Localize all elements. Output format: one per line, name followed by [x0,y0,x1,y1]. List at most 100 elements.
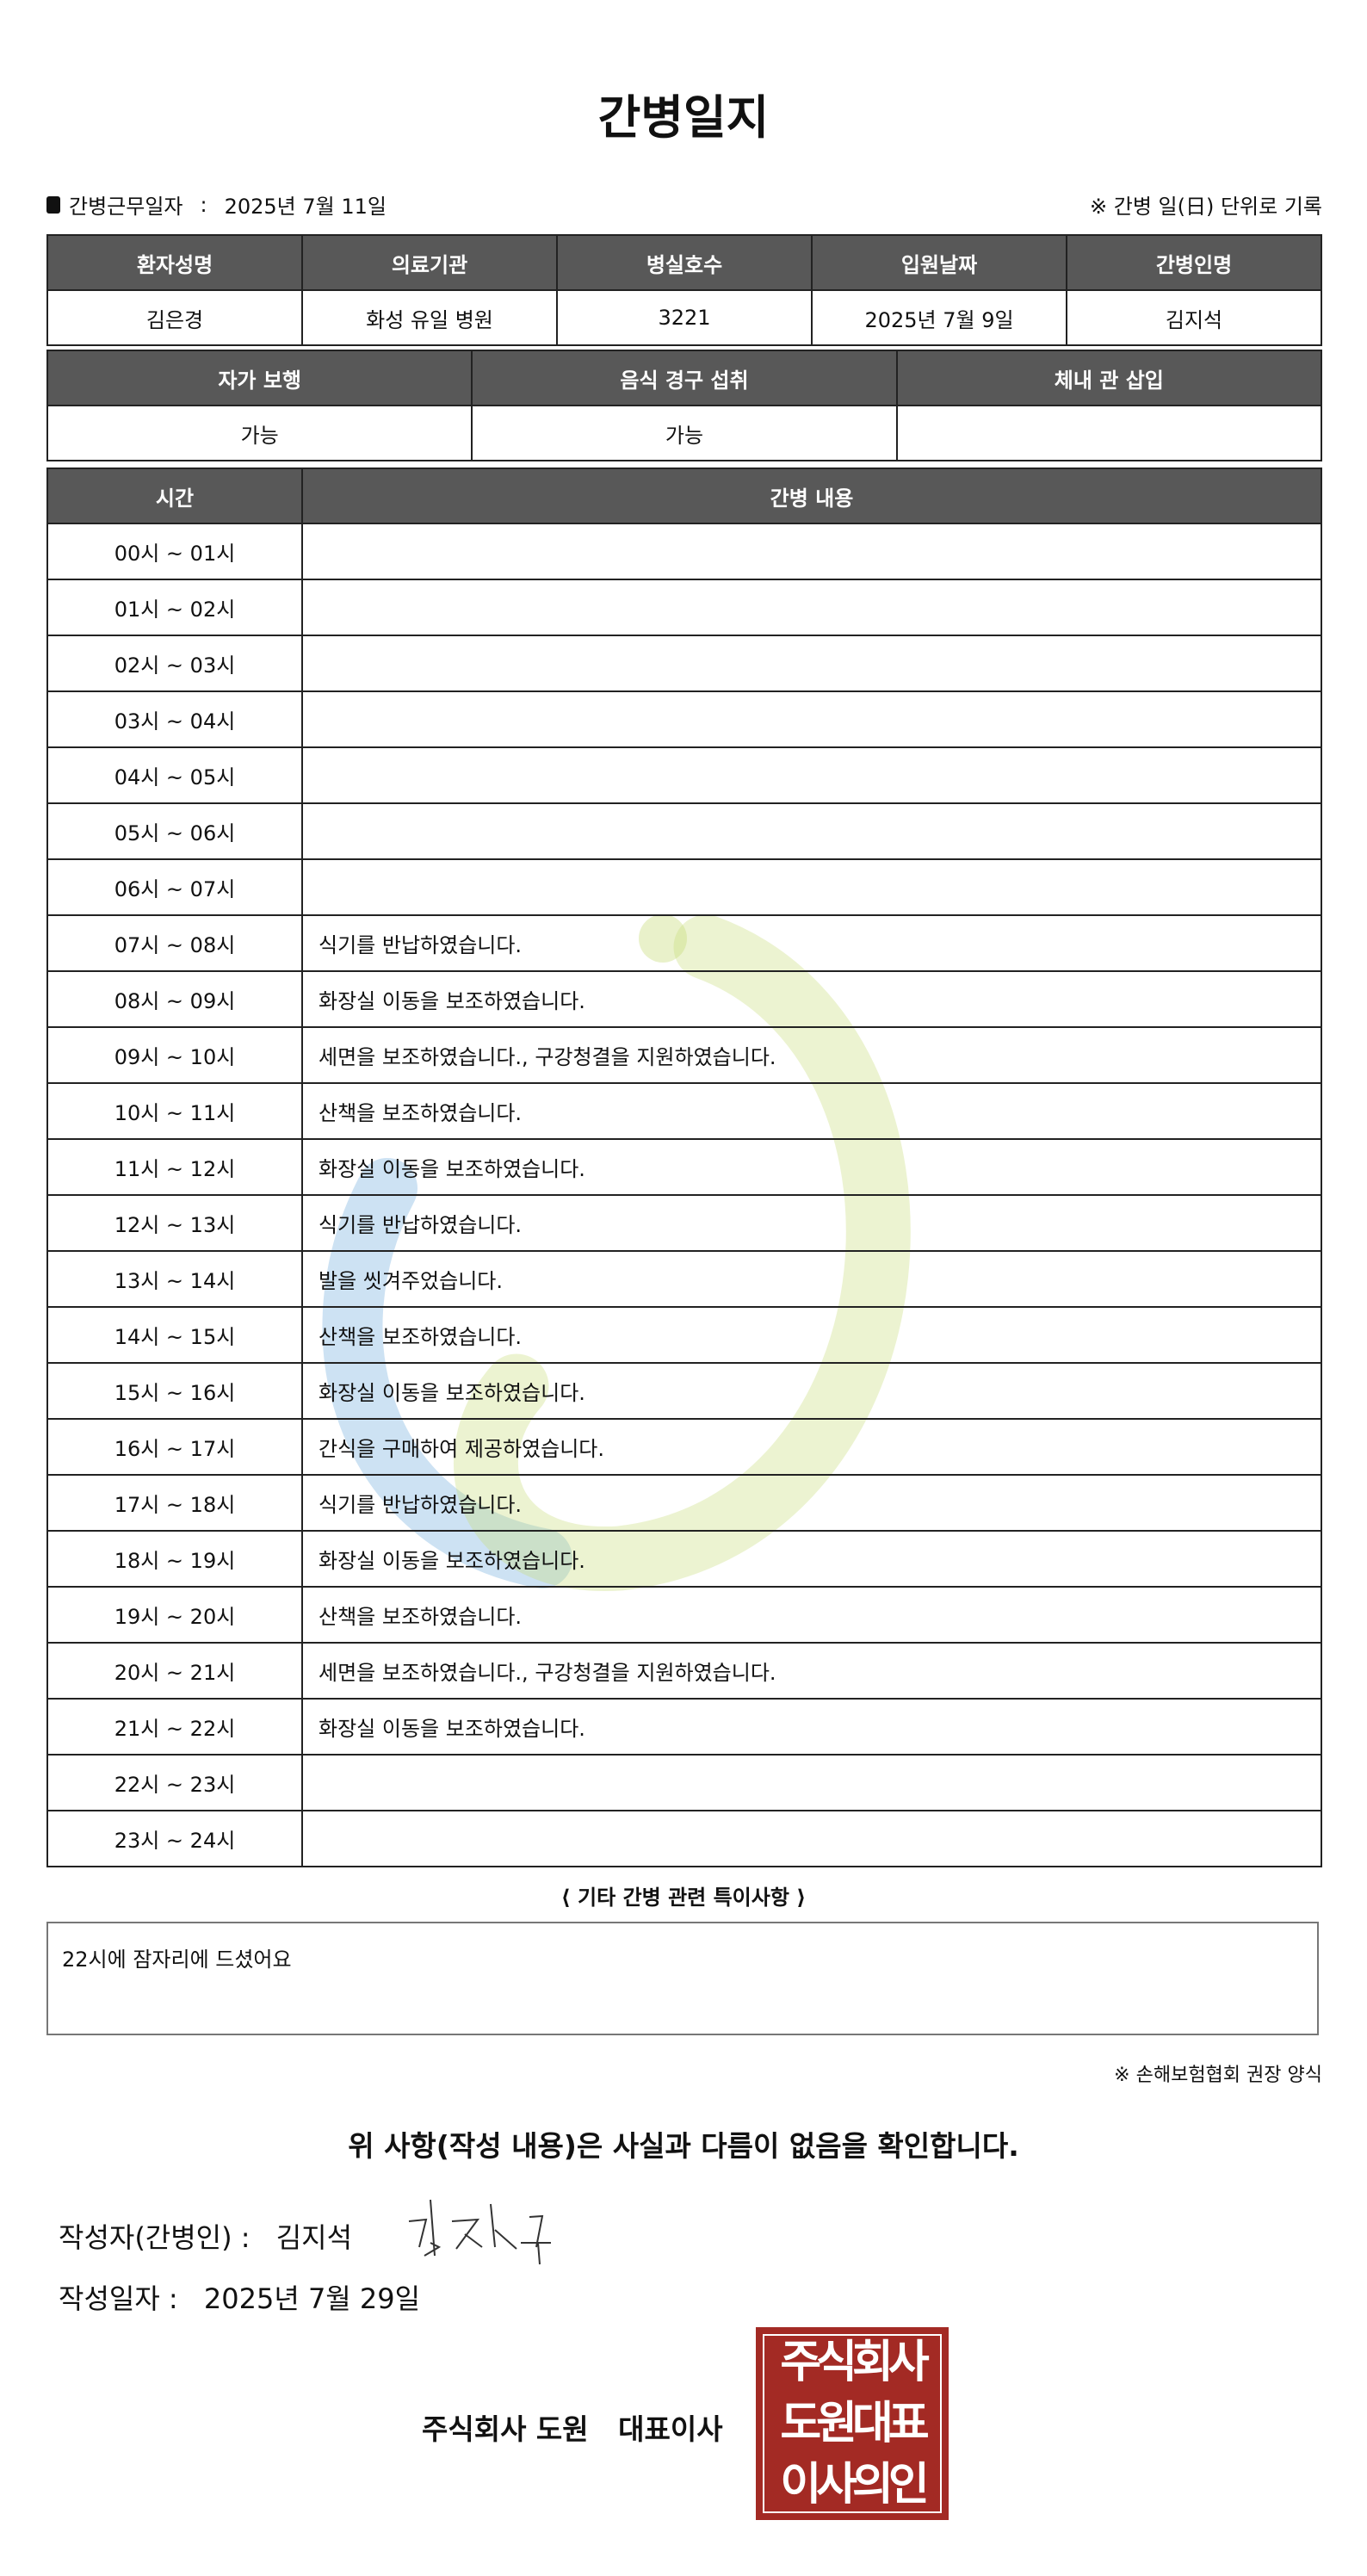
table-row: 17시 ~ 18시 식기를 반납하였습니다. [46,1474,1322,1532]
table-row: 19시 ~ 20시 산책을 보조하였습니다. [46,1586,1322,1644]
time-cell: 10시 ~ 11시 [46,1082,303,1140]
table-row: 09시 ~ 10시 세면을 보조하였습니다., 구강청결을 지원하였습니다. [46,1026,1322,1084]
time-cell: 12시 ~ 13시 [46,1194,303,1252]
status-table: 자가 보행 음식 경구 섭취 체내 관 삽입 가능 가능 [46,350,1323,461]
institution: 화성 유일 병원 [301,289,558,346]
table-row: 08시 ~ 09시 화장실 이동을 보조하였습니다. [46,970,1322,1028]
unit-note: ※ 간병 일(日) 단위로 기록 [1090,195,1322,219]
room-number: 3221 [556,289,813,346]
table-row: 18시 ~ 19시 화장실 이동을 보조하였습니다. [46,1530,1322,1588]
time-cell: 19시 ~ 20시 [46,1586,303,1644]
seal-line: 이사의인 [780,2458,929,2511]
table-row: 14시 ~ 15시 산책을 보조하였습니다. [46,1306,1322,1364]
writer-line: 작성자(간병인) : 김지석 [59,2216,352,2256]
table-row: 11시 ~ 12시 화장실 이동을 보조하였습니다. [46,1138,1322,1196]
table-row: 21시 ~ 22시 화장실 이동을 보조하였습니다. [46,1698,1322,1756]
patient-name: 김은경 [46,289,303,346]
content-cell [301,1810,1322,1867]
content-cell [301,1754,1322,1811]
header-tube: 체내 관 삽입 [895,350,1323,406]
time-cell: 05시 ~ 06시 [46,802,303,860]
table-row: 03시 ~ 04시 [46,690,1322,748]
content-cell [301,635,1322,692]
time-cell: 23시 ~ 24시 [46,1810,303,1867]
table-row: 01시 ~ 02시 [46,579,1322,636]
content-cell: 화장실 이동을 보조하였습니다. [301,1362,1322,1420]
table-row: 23시 ~ 24시 [46,1810,1322,1867]
time-cell: 18시 ~ 19시 [46,1530,303,1588]
table-row: 12시 ~ 13시 식기를 반납하였습니다. [46,1194,1322,1252]
time-cell: 09시 ~ 10시 [46,1026,303,1084]
table-row: 07시 ~ 08시 식기를 반납하였습니다. [46,914,1322,972]
time-cell: 00시 ~ 01시 [46,523,303,580]
content-cell: 화장실 이동을 보조하였습니다. [301,1138,1322,1196]
company-seal: 주식회사 도원대표 이사의인 [756,2327,949,2520]
content-cell: 식기를 반납하였습니다. [301,914,1322,972]
content-cell: 화장실 이동을 보조하였습니다. [301,970,1322,1028]
header-content: 간병 내용 [301,468,1322,524]
form-note: ※ 손해보험협회 권장 양식 [1114,2065,1322,2086]
bullet-icon [46,195,60,214]
care-log-table: 시간 간병 내용 00시 ~ 01시 01시 ~ 02시 02시 ~ 03시 03시 … [46,468,1322,1867]
oral-intake-value: 가능 [471,405,898,461]
table-row: 02시 ~ 03시 [46,635,1322,692]
care-date-value: 2025년 7월 11일 [224,195,387,219]
time-cell: 11시 ~ 12시 [46,1138,303,1196]
time-cell: 22시 ~ 23시 [46,1754,303,1811]
time-cell: 07시 ~ 08시 [46,914,303,972]
seal-line: 도원대표 [780,2397,929,2449]
content-cell: 세면을 보조하였습니다., 구강청결을 지원하였습니다. [301,1026,1322,1084]
header-time: 시간 [46,468,303,524]
content-cell [301,523,1322,580]
header-institution: 의료기관 [301,234,558,291]
time-cell: 08시 ~ 09시 [46,970,303,1028]
table-row: 20시 ~ 21시 세면을 보조하였습니다., 구강청결을 지원하였습니다. [46,1642,1322,1700]
header-admit-date: 입원날짜 [811,234,1067,291]
content-cell [301,746,1322,804]
content-cell [301,579,1322,636]
page-title: 간병일지 [597,90,770,145]
seal-line: 주식회사 [780,2337,929,2389]
header-caregiver: 간병인명 [1066,234,1322,291]
time-cell: 15시 ~ 16시 [46,1362,303,1420]
header-room: 병실호수 [556,234,813,291]
writer-name: 김지석 [275,2221,353,2254]
notes-box: 22시에 잠자리에 드셨어요 [46,1922,1319,2035]
table-row: 15시 ~ 16시 화장실 이동을 보조하였습니다. [46,1362,1322,1420]
written-date-line: 작성일자 : 2025년 7월 29일 [59,2277,420,2317]
table-row: 13시 ~ 14시 발을 씻겨주었습니다. [46,1250,1322,1308]
content-cell [301,690,1322,748]
time-cell: 14시 ~ 15시 [46,1306,303,1364]
time-cell: 04시 ~ 05시 [46,746,303,804]
confirmation-statement: 위 사항(작성 내용)은 사실과 다름이 없음을 확인합니다. [348,2129,1019,2163]
content-cell: 발을 씻겨주었습니다. [301,1250,1322,1308]
content-cell: 간식을 구매하여 제공하였습니다. [301,1418,1322,1476]
table-row: 10시 ~ 11시 산책을 보조하였습니다. [46,1082,1322,1140]
time-cell: 21시 ~ 22시 [46,1698,303,1756]
content-cell: 세면을 보조하였습니다., 구강청결을 지원하였습니다. [301,1642,1322,1700]
tube-value [895,405,1323,461]
admit-date: 2025년 7월 9일 [811,289,1067,346]
time-cell: 06시 ~ 07시 [46,858,303,916]
time-cell: 02시 ~ 03시 [46,635,303,692]
time-cell: 01시 ~ 02시 [46,579,303,636]
signature-icon [408,2199,551,2265]
care-date-label: 간병근무일자 [69,195,183,219]
walking-value: 가능 [46,405,473,461]
content-cell [301,858,1322,916]
writer-label: 작성자(간병인) : [59,2221,251,2254]
table-row: 06시 ~ 07시 [46,858,1322,916]
written-date-value: 2025년 7월 29일 [203,2282,421,2315]
time-cell: 13시 ~ 14시 [46,1250,303,1308]
care-date-line: 간병근무일자 : 2025년 7월 11일 [46,189,387,220]
content-cell [301,802,1322,860]
company-representative: 주식회사 도원 대표이사 [422,2412,723,2446]
table-row: 04시 ~ 05시 [46,746,1322,804]
content-cell: 식기를 반납하였습니다. [301,1474,1322,1532]
table-row: 22시 ~ 23시 [46,1754,1322,1811]
notes-heading: ⟨ 기타 간병 관련 특이사항 ⟩ [560,1886,807,1910]
table-row: 00시 ~ 01시 [46,523,1322,580]
header-walking: 자가 보행 [46,350,473,406]
table-row: 05시 ~ 06시 [46,802,1322,860]
caregiver-name: 김지석 [1066,289,1322,346]
